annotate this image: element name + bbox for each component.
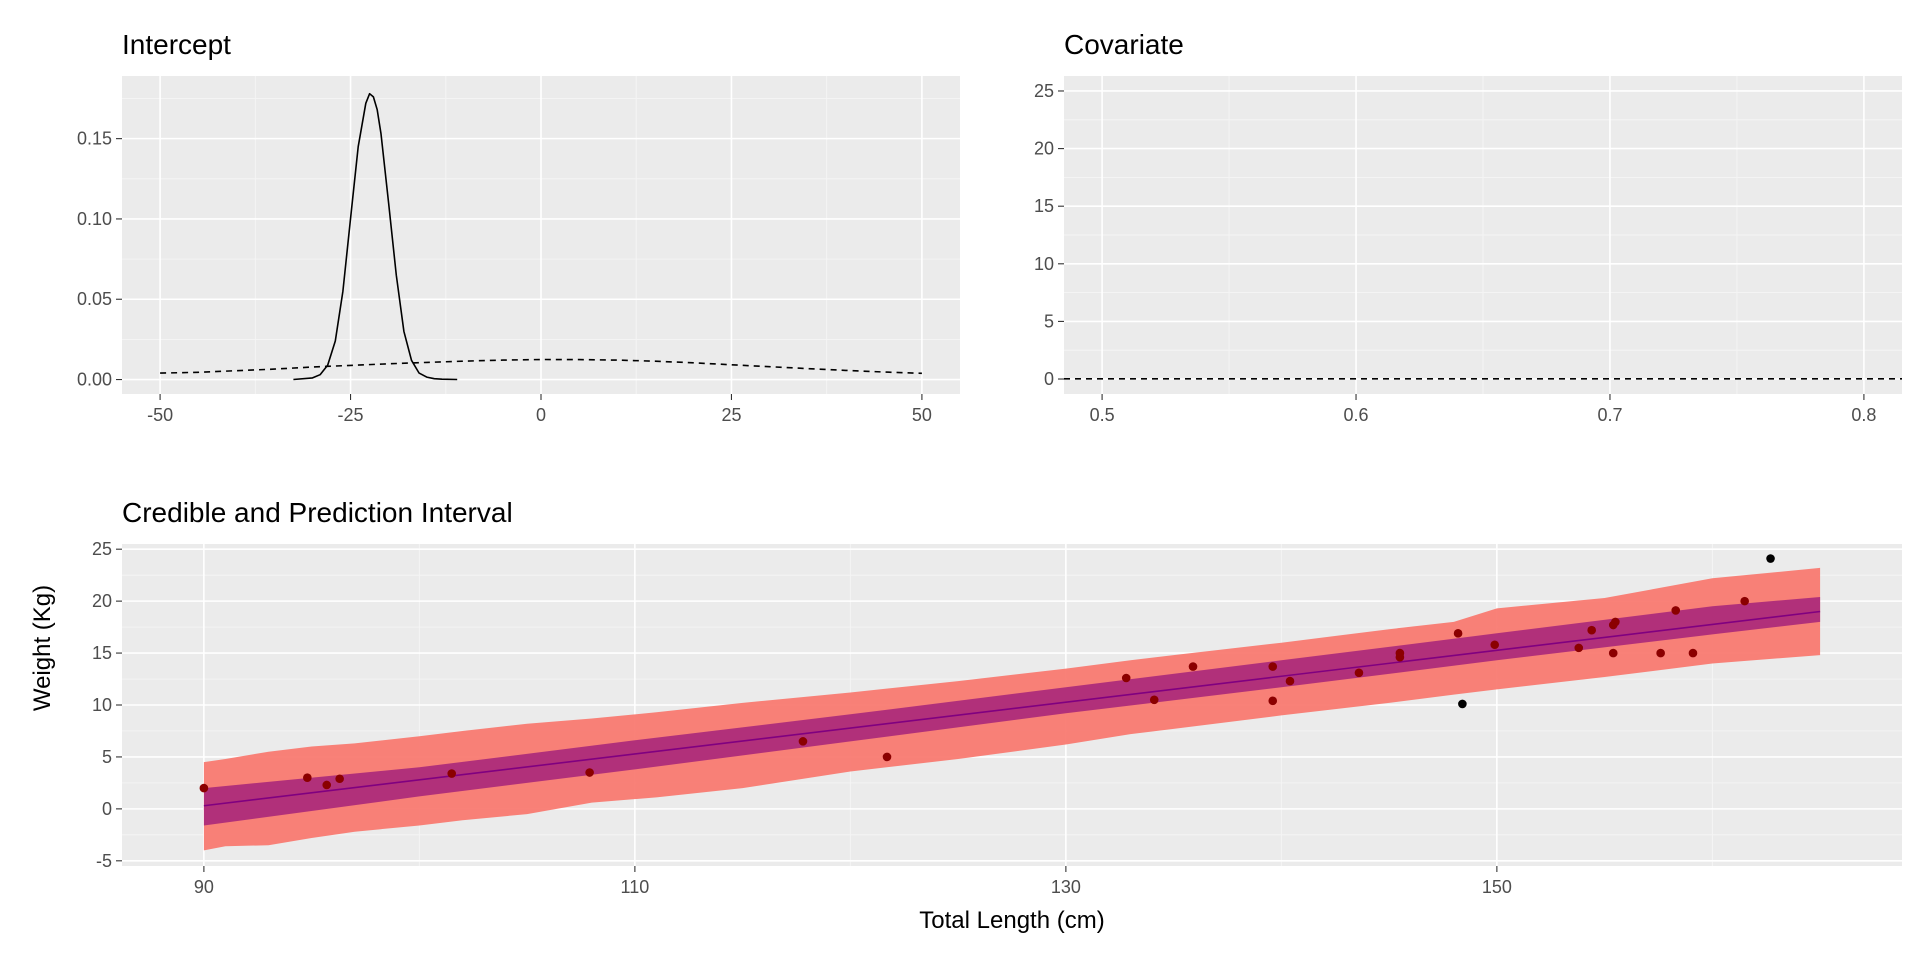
covariate-title: Covariate — [1064, 29, 1184, 60]
intercept-axes: -50 -25 0 25 50 0.00 0.05 0.10 0.15 — [77, 129, 932, 425]
covariate-x-tick-label: 0.6 — [1344, 405, 1369, 425]
covariate-axes: 0.5 0.6 0.7 0.8 0 5 10 15 20 25 — [1034, 81, 1876, 425]
intercept-title: Intercept — [122, 29, 231, 60]
interval-x-tick-label: 130 — [1051, 877, 1081, 897]
data-point — [1354, 668, 1364, 678]
data-point — [199, 783, 209, 793]
covariate-y-tick-label: 15 — [1034, 196, 1054, 216]
covariate-x-tick-label: 0.8 — [1851, 405, 1876, 425]
data-point — [303, 773, 312, 783]
interval-marks — [199, 554, 1821, 851]
interval-y-tick-label: 25 — [92, 539, 112, 559]
intercept-x-tick-label: 0 — [536, 405, 546, 425]
data-point — [1656, 648, 1665, 658]
data-point — [1608, 648, 1618, 658]
intercept-posterior-density-line — [293, 92, 458, 381]
data-point — [882, 752, 892, 762]
interval-panel: Credible and Prediction Interval Total L… — [29, 497, 1902, 934]
data-point — [585, 768, 594, 777]
intercept-y-tick-label: 0.10 — [77, 209, 112, 229]
interval-axes: 90 110 130 150 -5 0 5 10 15 20 25 — [92, 539, 1512, 897]
data-point — [1121, 673, 1131, 683]
data-point — [1188, 662, 1198, 671]
data-point — [1268, 696, 1278, 706]
intercept-x-tick-label: 25 — [721, 405, 741, 425]
covariate-y-tick-label: 0 — [1044, 369, 1054, 389]
data-point — [1395, 648, 1405, 658]
data-point — [322, 780, 332, 790]
covariate-x-tick-label: 0.5 — [1090, 405, 1115, 425]
outlier-point — [1458, 699, 1467, 709]
data-point — [798, 737, 808, 746]
data-point — [1574, 643, 1584, 653]
credible-interval-band — [203, 597, 1821, 826]
covariate-y-tick-label: 10 — [1034, 254, 1054, 274]
covariate-y-tick-label: 20 — [1034, 139, 1054, 159]
intercept-marks — [160, 92, 922, 381]
interval-y-tick-label: 20 — [92, 591, 112, 611]
intercept-y-tick-label: 0.00 — [77, 370, 112, 390]
intercept-y-tick-label: 0.05 — [77, 289, 112, 309]
data-point — [1285, 676, 1295, 686]
intercept-panel: Intercept -50 -25 0 25 50 0.00 0.05 0.10 0.15 — [77, 29, 960, 425]
data-point — [335, 774, 344, 784]
fitted-line — [203, 610, 1821, 807]
covariate-x-tick-label: 0.7 — [1597, 405, 1622, 425]
interval-x-tick-label: 150 — [1482, 877, 1512, 897]
covariate-y-tick-label: 5 — [1044, 311, 1054, 331]
interval-y-tick-label: 0 — [102, 799, 112, 819]
data-point — [1740, 596, 1749, 606]
data-point — [1587, 625, 1596, 635]
data-point — [1671, 606, 1681, 615]
x-axis-title: Total Length (cm) — [919, 907, 1104, 934]
outlier-point — [1766, 554, 1775, 563]
interval-x-tick-label: 90 — [194, 877, 214, 897]
data-point — [1149, 695, 1159, 705]
data-point — [1611, 617, 1620, 627]
data-point — [1490, 640, 1500, 650]
data-point — [447, 769, 457, 778]
interval-y-tick-label: -5 — [96, 851, 112, 871]
data-point — [1453, 629, 1463, 638]
interval-y-tick-label: 10 — [92, 695, 112, 715]
y-axis-title: Weight (Kg) — [29, 585, 56, 711]
intercept-x-tick-label: -50 — [147, 405, 173, 425]
data-point — [1688, 648, 1698, 658]
intercept-y-tick-label: 0.15 — [77, 129, 112, 149]
data-point — [1268, 662, 1278, 671]
covariate-y-tick-label: 25 — [1034, 81, 1054, 101]
intercept-gridlines — [122, 76, 960, 394]
interval-y-tick-label: 5 — [102, 747, 112, 767]
intercept-x-tick-label: -25 — [338, 405, 364, 425]
covariate-gridlines — [1064, 76, 1902, 394]
covariate-panel: Covariate 0.5 0.6 0.7 0.8 0 5 10 15 20 25 — [1034, 29, 1902, 425]
interval-title: Credible and Prediction Interval — [122, 497, 513, 528]
intercept-x-tick-label: 50 — [912, 405, 932, 425]
interval-x-tick-label: 110 — [621, 877, 650, 897]
interval-y-tick-label: 15 — [92, 643, 112, 663]
